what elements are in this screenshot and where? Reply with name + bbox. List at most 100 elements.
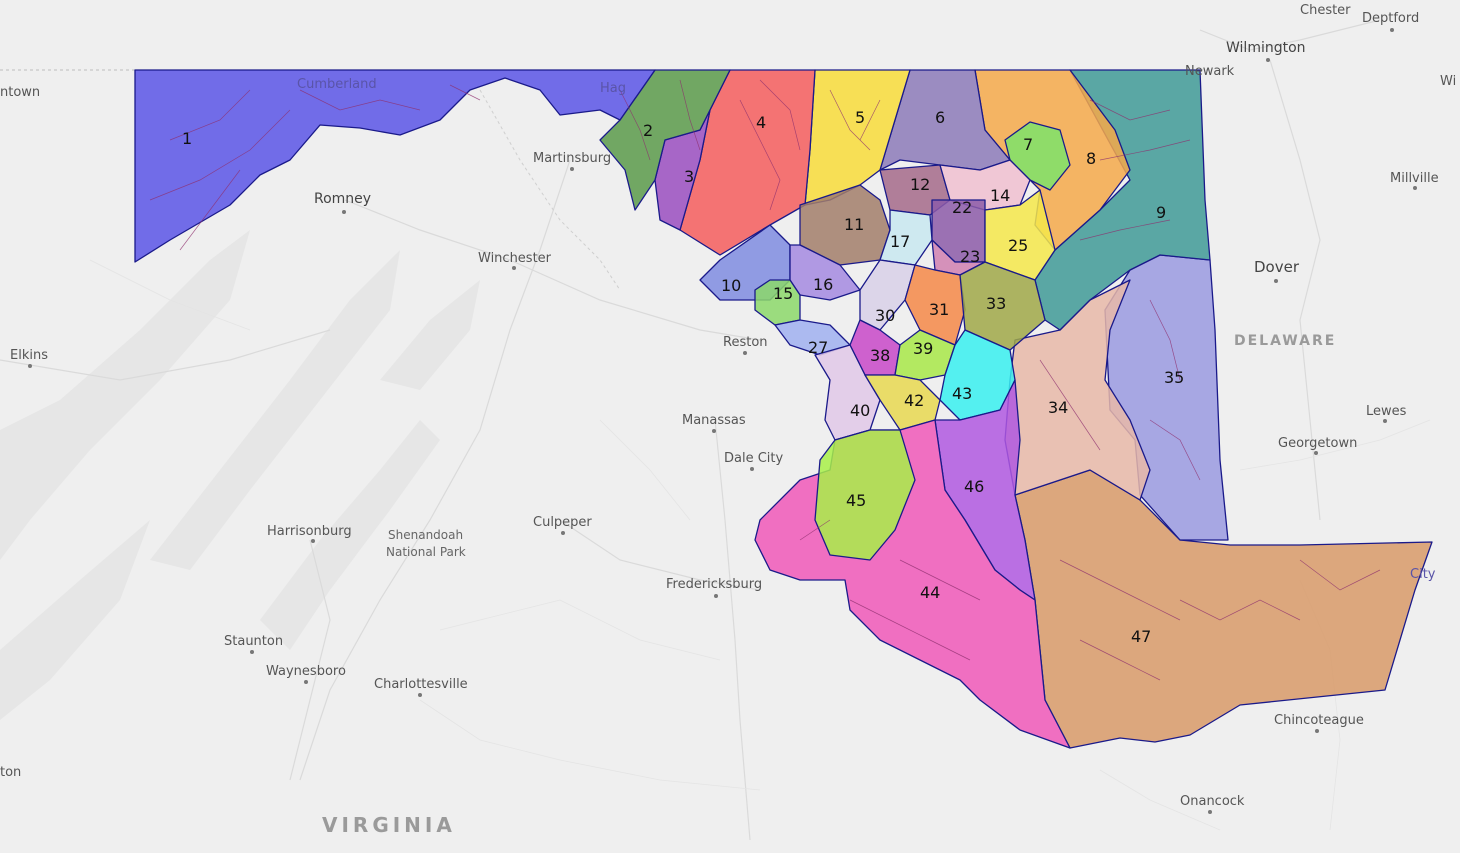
dot-romney: [342, 210, 346, 214]
district-label-5: 5: [855, 108, 865, 127]
label-dale-city: Dale City: [724, 451, 784, 466]
label-deptford: Deptford: [1362, 11, 1419, 26]
label-ton: ton: [0, 765, 21, 780]
wv-va-border: [479, 89, 621, 291]
label-dover: Dover: [1254, 258, 1300, 276]
label-millville: Millville: [1390, 171, 1439, 186]
label-wilmington: Wilmington: [1226, 40, 1306, 56]
label-virginia: VIRGINIA: [322, 813, 456, 837]
dot-deptford: [1390, 28, 1394, 32]
district-15-area[interactable]: [754, 279, 801, 326]
district-label-7: 7: [1023, 135, 1033, 154]
dot-dover: [1274, 279, 1278, 283]
dot-fredericksburg: [714, 594, 718, 598]
district-2-area[interactable]: [599, 69, 731, 211]
label-georgetown: Georgetown: [1278, 436, 1357, 451]
district-label-40: 40: [850, 401, 870, 420]
label-charlottesville: Charlottesville: [374, 677, 468, 692]
district-label-44: 44: [920, 583, 940, 602]
label-culpeper: Culpeper: [533, 515, 592, 530]
dot-onancock: [1208, 810, 1212, 814]
district-42-area[interactable]: [864, 374, 941, 431]
district-label-2: 2: [643, 121, 653, 140]
district-label-1: 1: [182, 129, 192, 148]
district-label-46: 46: [964, 477, 984, 496]
district-label-31: 31: [929, 300, 949, 319]
district-label-12: 12: [910, 175, 930, 194]
city-labels: Chester Deptford Wilmington Newark Wi Mi…: [0, 3, 1456, 837]
label-onancock: Onancock: [1180, 794, 1245, 809]
district-label-34: 34: [1048, 398, 1068, 417]
district-label-38: 38: [870, 346, 890, 365]
label-staunton: Staunton: [224, 634, 283, 649]
dot-millville: [1413, 186, 1417, 190]
dot-georgetown: [1314, 451, 1318, 455]
district-label-39: 39: [913, 339, 933, 358]
label-shenandoah-2: National Park: [386, 545, 466, 559]
dot-elkins: [28, 364, 32, 368]
dot-charlottesville: [418, 693, 422, 697]
district-label-4: 4: [756, 113, 766, 132]
district-label-30: 30: [875, 306, 895, 325]
district-label-42: 42: [904, 391, 924, 410]
label-reston: Reston: [723, 335, 768, 350]
district-label-43: 43: [952, 384, 972, 403]
district-layer: [134, 69, 1433, 749]
district-1-area[interactable]: [134, 69, 656, 263]
dot-manassas: [712, 429, 716, 433]
dot-winchester: [512, 266, 516, 270]
district-label-8: 8: [1086, 149, 1096, 168]
dot-culpeper: [561, 531, 565, 535]
district-label-27: 27: [808, 338, 828, 357]
district-label-15: 15: [773, 284, 793, 303]
label-chincoteague: Chincoteague: [1274, 713, 1364, 728]
district-labels: 1 2 3 4 5 6 7 8 9 10 11 12 14 15 16 17 2…: [182, 108, 1184, 646]
district-label-17: 17: [890, 232, 910, 251]
label-hagerstown: Hag: [600, 81, 626, 96]
dot-lewes: [1383, 419, 1387, 423]
label-shenandoah-1: Shenandoah: [388, 528, 463, 542]
district-label-10: 10: [721, 276, 741, 295]
label-newark: Newark: [1185, 64, 1235, 79]
district-45-area[interactable]: [814, 429, 916, 561]
district-label-35: 35: [1164, 368, 1184, 387]
dot-reston: [743, 351, 747, 355]
district-label-47: 47: [1131, 627, 1151, 646]
dot-martinsburg: [570, 167, 574, 171]
precinct-lines: [149, 79, 1381, 681]
label-waynesboro: Waynesboro: [266, 664, 346, 679]
dot-harrisonburg: [311, 539, 315, 543]
district-label-14: 14: [990, 186, 1010, 205]
label-lewes: Lewes: [1366, 404, 1407, 419]
district-label-9: 9: [1156, 203, 1166, 222]
district-label-33: 33: [986, 294, 1006, 313]
road-network: [0, 19, 1431, 841]
terrain-ridges: [0, 230, 480, 720]
label-chester: Chester: [1300, 3, 1351, 18]
label-wi: Wi: [1440, 74, 1456, 89]
label-delaware: DELAWARE: [1234, 333, 1336, 349]
district-label-22: 22: [952, 198, 972, 217]
district-31-area[interactable]: [904, 264, 966, 346]
district-label-3: 3: [684, 167, 694, 186]
label-harrisonburg: Harrisonburg: [267, 524, 352, 539]
label-winchester: Winchester: [478, 251, 552, 266]
label-fredericksburg: Fredericksburg: [666, 577, 762, 592]
label-city: City: [1410, 567, 1436, 582]
district-label-23: 23: [960, 247, 980, 266]
dot-waynesboro: [304, 680, 308, 684]
label-ntown: ntown: [0, 85, 40, 100]
district-label-45: 45: [846, 491, 866, 510]
district-label-6: 6: [935, 108, 945, 127]
district-label-11: 11: [844, 215, 864, 234]
dot-chincoteague: [1315, 729, 1319, 733]
dot-wilmington: [1266, 58, 1270, 62]
dot-dale-city: [750, 467, 754, 471]
label-romney: Romney: [314, 191, 371, 207]
label-elkins: Elkins: [10, 348, 48, 363]
district-label-25: 25: [1008, 236, 1028, 255]
label-cumberland: Cumberland: [297, 77, 377, 92]
district-label-16: 16: [813, 275, 833, 294]
label-martinsburg: Martinsburg: [533, 151, 611, 166]
